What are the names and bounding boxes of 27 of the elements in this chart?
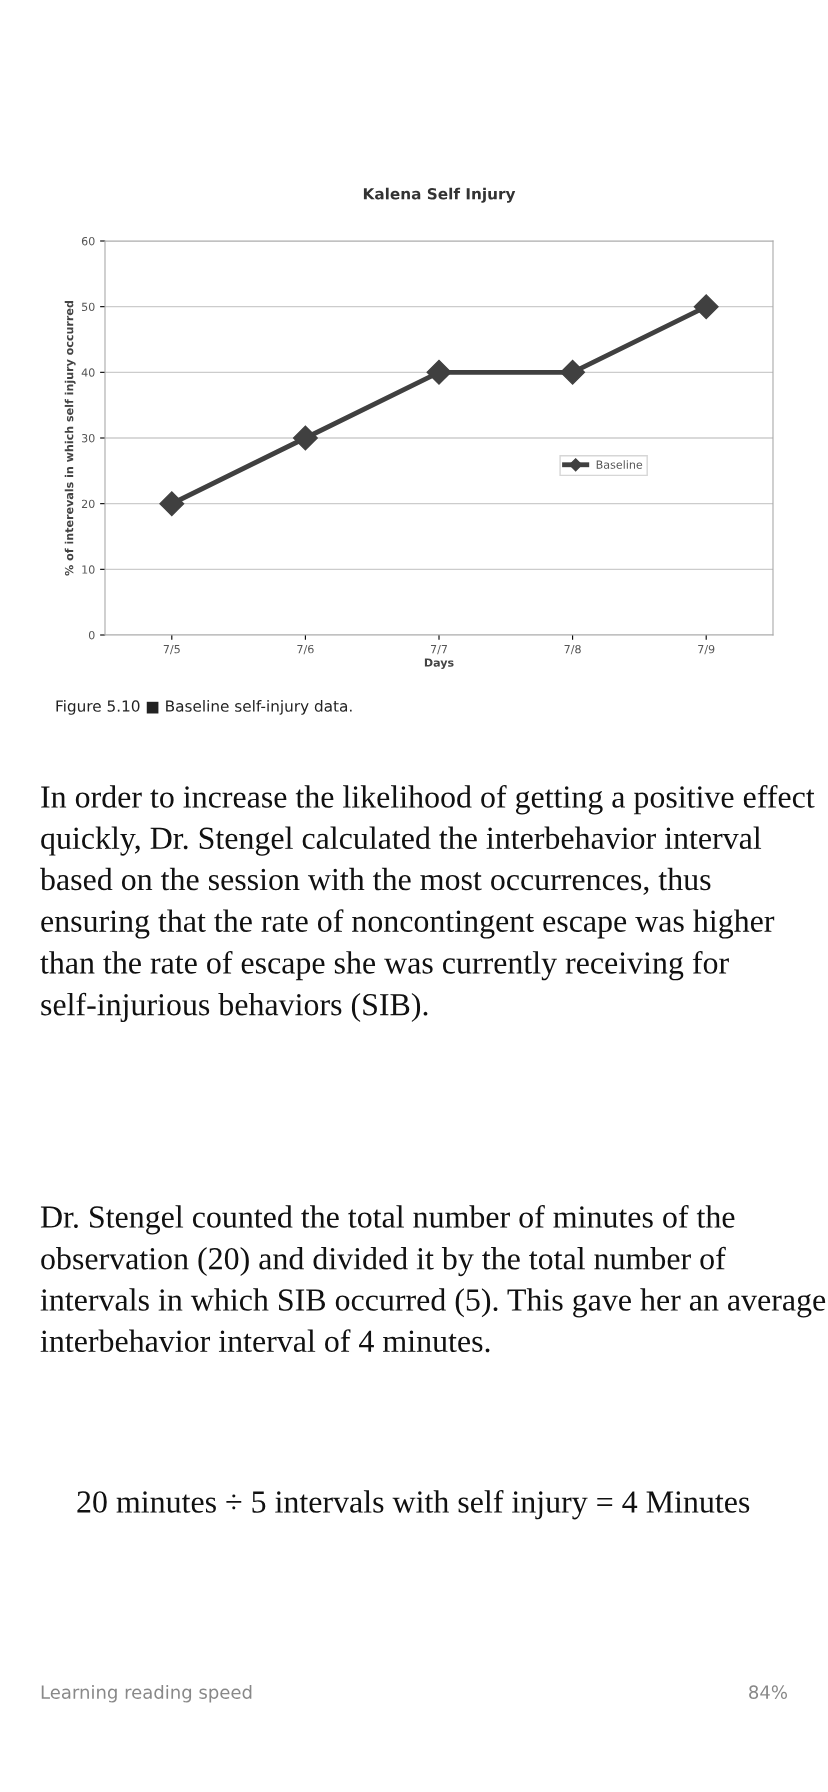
y-tick-label: 30 [81,433,95,443]
text: Dr. Stengel counted the total number of minutes of the observation (20) and divided it by the total number of intervals in which SIB occurred (5). This gave her an average interbehavior interval of 4 minutes. [40,1205,826,1353]
x-tick-label: 7/9 [698,644,715,655]
y-tick-label: 20 [81,499,95,509]
point [426,359,452,385]
y-tick-label: 0 [88,630,95,640]
point [560,359,586,385]
y-tick-label: 10 [82,565,95,574]
y-tick-label: 40 [81,368,95,377]
x-axis-title: Days [424,658,454,670]
y-axis-title: % of interevals in which self injury occurred [64,301,76,576]
point [292,425,318,451]
x-tick-label: 7/8 [564,644,581,655]
point [693,294,719,320]
x-tick-label: 7/6 [297,644,314,655]
y-tick-label: 50 [82,302,95,312]
caption: Figure 5.10 ■ Baseline self-injury data. [56,700,352,715]
x-tick-label: 7/7 [430,645,447,655]
chart-title: Kalena Self Injury [363,187,516,203]
text: In order to increase the likelihood of getting a positive effect quickly, Dr. Stengel calculated the interbehavior interval based on the session with the most occurrences, thus ensuring that the rate of noncontingent escape was higher than the rate of escape she was currently receiving for self-injurious behaviors (SIB). [40,785,815,1022]
x-tick-label: 7/5 [163,645,180,655]
legend-label: Baseline [596,460,643,469]
y-tick-label: 60 [81,236,95,246]
point [159,491,185,517]
text: 20 minutes ÷ 5 intervals with self injury = 4 Minutes [77,1490,750,1520]
text: 84% [749,1685,787,1699]
text: Learning reading speed [41,1685,252,1703]
